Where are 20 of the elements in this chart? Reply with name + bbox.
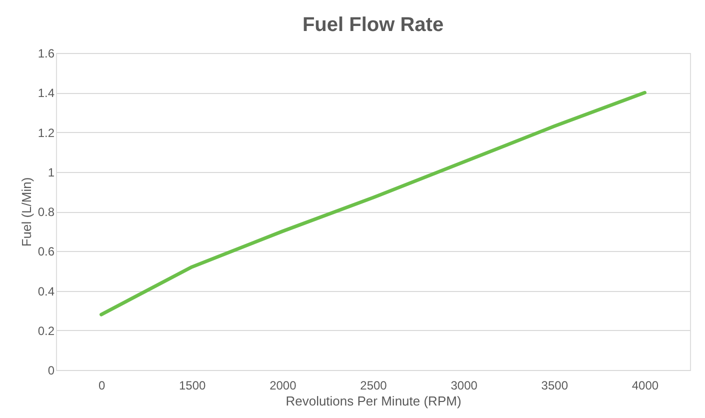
y-tick-label: 1 <box>48 165 55 180</box>
line-series <box>100 90 646 316</box>
y-tick-label: 0 <box>48 364 55 378</box>
x-tick-label: 0 <box>98 378 106 392</box>
y-tick-label: 1.2 <box>38 126 55 140</box>
y-tick-label: 1.6 <box>38 46 55 60</box>
chart-title: Fuel Flow Rate <box>302 14 444 36</box>
x-tick-label: 1500 <box>179 378 206 392</box>
x-tick-label: 3000 <box>450 378 478 392</box>
x-tick-label: 4000 <box>632 378 659 392</box>
y-axis-title: Fuel (L/Min) <box>18 177 34 247</box>
y-tick-label: 0.4 <box>38 284 55 298</box>
y-tick-label: 0.2 <box>38 324 55 338</box>
x-tick-label: 3500 <box>541 378 568 392</box>
x-tick-label: 2500 <box>360 378 388 392</box>
y-tick-label: 0.8 <box>38 205 55 219</box>
x-tick-label: 2000 <box>270 378 297 392</box>
y-tick-label: 0.6 <box>38 244 55 259</box>
x-axis-title: Revolutions Per Minute (RPM) <box>286 394 462 408</box>
y-tick-label: 1.4 <box>38 86 55 100</box>
